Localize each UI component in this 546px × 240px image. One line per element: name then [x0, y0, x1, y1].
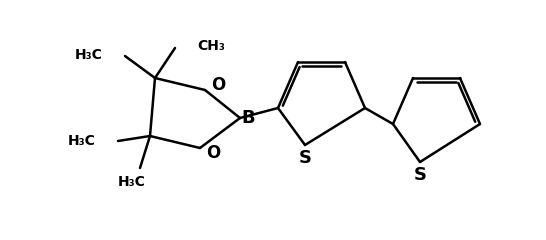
Text: H₃C: H₃C	[75, 48, 103, 62]
Text: O: O	[206, 144, 220, 162]
Text: CH₃: CH₃	[197, 39, 225, 53]
Text: S: S	[413, 166, 426, 184]
Text: S: S	[299, 149, 312, 167]
Text: H₃C: H₃C	[68, 134, 96, 148]
Text: H₃C: H₃C	[118, 175, 146, 189]
Text: B: B	[241, 109, 255, 127]
Text: O: O	[211, 76, 225, 94]
